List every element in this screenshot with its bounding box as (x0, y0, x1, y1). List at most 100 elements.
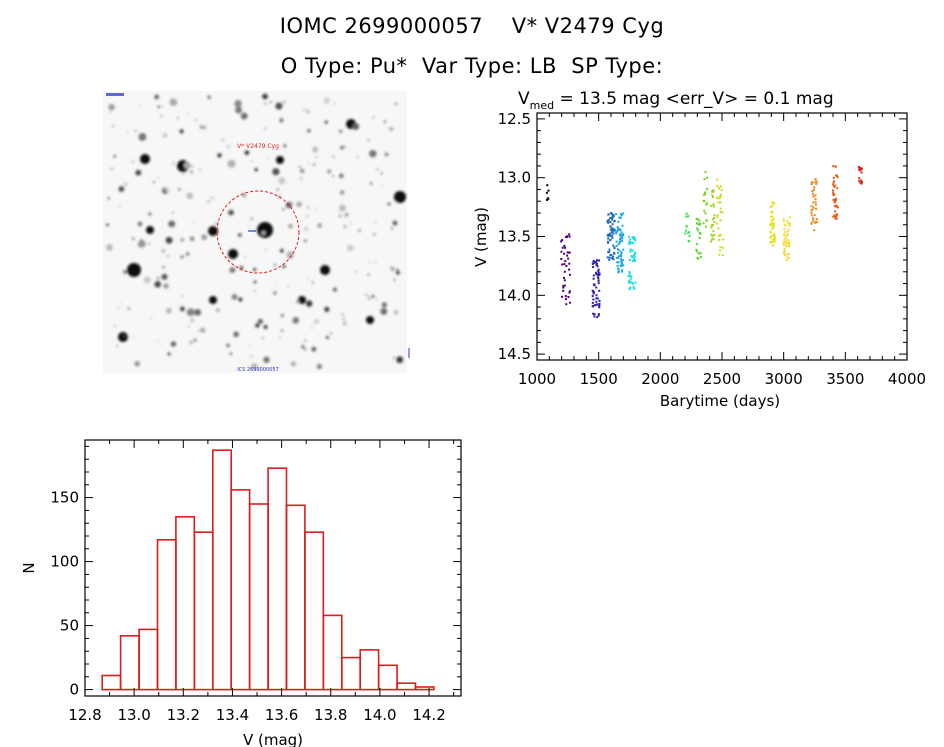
star (189, 340, 194, 345)
light-curve-point (858, 180, 861, 183)
star (106, 244, 113, 251)
light-curve-point (771, 224, 773, 227)
light-curve-point (713, 217, 716, 219)
light-curve-point (859, 181, 862, 184)
light-curve-point (615, 257, 618, 260)
light-curve-point (721, 254, 724, 257)
star (354, 270, 357, 273)
light-curve-point (596, 297, 599, 300)
star (240, 112, 248, 120)
histogram-ylabel: N (20, 562, 38, 573)
star (187, 112, 190, 115)
light-curve-point (814, 221, 817, 224)
light-curve-point (783, 247, 786, 250)
star (272, 262, 278, 268)
light-curve-point (810, 221, 813, 224)
light-curve-point (564, 260, 567, 263)
light-curve-point (786, 230, 789, 233)
light-curve-point (619, 217, 622, 219)
star (143, 276, 151, 284)
star (110, 167, 113, 170)
light-curve-point (716, 196, 719, 199)
light-curve-point (628, 242, 631, 245)
sky-image-background (103, 91, 407, 373)
light-curve-frame (536, 112, 908, 361)
y-tick-label: 13.0 (498, 169, 531, 187)
light-curve-point (595, 294, 598, 297)
star (311, 346, 317, 352)
star (286, 251, 294, 259)
light-curve-point (628, 240, 631, 243)
star (128, 335, 131, 338)
light-curve-point (617, 270, 620, 273)
star (166, 254, 170, 258)
light-curve-point (713, 214, 716, 217)
light-curve-point (597, 282, 600, 285)
light-curve-point (712, 230, 715, 233)
x-tick-label: 1000 (518, 370, 556, 388)
light-curve-point (620, 264, 623, 267)
light-curve-point (772, 225, 775, 228)
light-curve-point (564, 295, 567, 298)
star (227, 212, 229, 214)
star (395, 270, 400, 275)
light-curve-point (606, 256, 609, 259)
light-curve-point (832, 189, 834, 192)
light-curve-point (722, 238, 725, 241)
light-curve-point (703, 199, 706, 202)
light-curve-point (591, 289, 594, 292)
light-curve-point (597, 314, 600, 317)
light-curve-point (833, 201, 836, 204)
histogram-bar (193, 531, 214, 691)
light-curve-point (620, 213, 623, 216)
star (306, 109, 310, 114)
star (109, 112, 112, 114)
star (137, 240, 145, 248)
light-curve-point (719, 196, 721, 199)
light-curve-point (810, 183, 813, 186)
star (186, 308, 195, 317)
star (381, 185, 384, 187)
star (304, 340, 307, 343)
light-curve-point (710, 226, 713, 229)
star (340, 190, 345, 195)
light-curve-point (717, 197, 720, 200)
light-curve-point (620, 257, 623, 260)
star (170, 341, 177, 347)
star (380, 307, 388, 315)
light-curve-point (591, 295, 594, 298)
light-curve-point (784, 240, 787, 243)
light-curve-point (861, 167, 863, 170)
star (301, 345, 305, 349)
star (267, 157, 270, 159)
light-curve-point (772, 240, 775, 243)
light-curve-point (592, 291, 595, 294)
light-curve-point (620, 234, 623, 237)
light-curve-point (618, 233, 621, 236)
histogram-xlabel: V (mag) (243, 731, 303, 747)
star (123, 335, 126, 337)
light-curve-point (617, 243, 620, 246)
light-curve-point (697, 223, 700, 226)
star (228, 249, 238, 259)
light-curve-point (785, 258, 788, 261)
light-curve-point (810, 205, 813, 208)
star (257, 318, 264, 325)
light-curve-point (560, 240, 563, 243)
light-curve-point (771, 234, 774, 237)
histogram-bars (101, 449, 435, 691)
light-curve-point (631, 260, 634, 263)
light-curve-point (617, 255, 620, 258)
histogram-bar (285, 504, 306, 691)
light-curve-point (788, 241, 791, 244)
light-curve-point (786, 253, 789, 256)
star (165, 187, 170, 192)
star (320, 265, 330, 275)
light-curve-point (608, 258, 611, 261)
light-curve-point (832, 198, 835, 201)
light-curve-point (860, 171, 863, 174)
histogram-bar (248, 503, 269, 691)
x-tick-label: 13.0 (117, 706, 150, 724)
histogram-bar (212, 449, 233, 691)
